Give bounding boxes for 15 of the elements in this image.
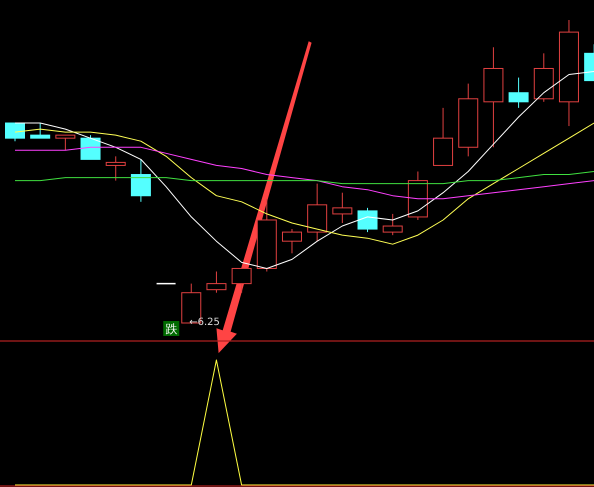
candlestick: [232, 268, 252, 294]
candlestick: [30, 122, 50, 139]
candlestick: [206, 270, 226, 294]
candlestick: [382, 213, 403, 236]
candlestick: [130, 158, 151, 202]
candlestick: [332, 192, 352, 224]
candlestick: [55, 134, 76, 151]
candlestick: [358, 207, 378, 233]
candlestick: [508, 77, 529, 108]
annotation: 跌: [165, 322, 178, 336]
candlestick: [106, 156, 126, 182]
candlestick: [80, 134, 101, 160]
annotation: ←6.25: [189, 317, 220, 328]
candlestick: [5, 122, 25, 142]
candlestick: [282, 228, 302, 254]
